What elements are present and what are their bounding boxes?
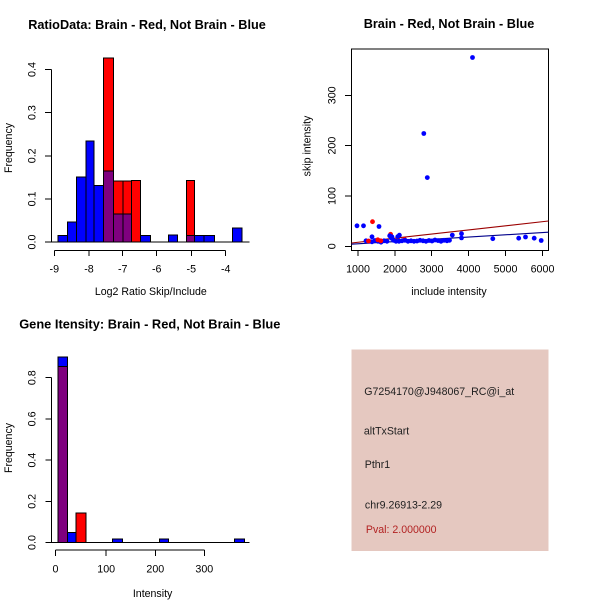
svg-text:200: 200 xyxy=(326,137,338,155)
svg-text:-8: -8 xyxy=(84,264,94,276)
svg-text:0.3: 0.3 xyxy=(27,105,39,120)
svg-text:Frequency: Frequency xyxy=(3,122,15,173)
svg-text:100: 100 xyxy=(97,563,115,575)
svg-text:0.0: 0.0 xyxy=(27,535,39,550)
svg-text:RatioData: Brain - Red, Not Br: RatioData: Brain - Red, Not Brain - Blue xyxy=(28,18,266,32)
svg-text:Pval: 2.000000: Pval: 2.000000 xyxy=(366,524,437,536)
svg-text:1000: 1000 xyxy=(346,264,370,276)
svg-text:0.2: 0.2 xyxy=(27,148,39,163)
svg-text:-5: -5 xyxy=(187,264,197,276)
svg-text:altTxStart: altTxStart xyxy=(364,426,409,438)
svg-text:0.2: 0.2 xyxy=(27,494,39,509)
svg-text:0.0: 0.0 xyxy=(27,235,39,250)
svg-text:200: 200 xyxy=(146,563,164,575)
svg-text:0: 0 xyxy=(326,243,338,249)
svg-text:4000: 4000 xyxy=(457,264,481,276)
svg-text:skip intensity: skip intensity xyxy=(301,115,313,176)
svg-text:Intensity: Intensity xyxy=(133,588,173,600)
svg-text:6000: 6000 xyxy=(531,264,555,276)
svg-text:Pthr1: Pthr1 xyxy=(365,459,390,471)
svg-text:0.1: 0.1 xyxy=(27,191,39,206)
svg-text:5000: 5000 xyxy=(494,264,518,276)
svg-text:3000: 3000 xyxy=(420,264,444,276)
svg-text:-9: -9 xyxy=(50,264,60,276)
svg-text:300: 300 xyxy=(326,86,338,104)
svg-text:0: 0 xyxy=(53,563,59,575)
svg-text:0.8: 0.8 xyxy=(27,370,39,385)
svg-text:100: 100 xyxy=(326,187,338,205)
svg-text:0.4: 0.4 xyxy=(27,62,39,77)
svg-text:-4: -4 xyxy=(221,264,231,276)
svg-text:include intensity: include intensity xyxy=(411,286,487,298)
svg-text:2000: 2000 xyxy=(383,264,407,276)
svg-text:chr9.26913-2.29: chr9.26913-2.29 xyxy=(365,500,442,512)
svg-text:0.6: 0.6 xyxy=(27,411,39,426)
svg-text:Brain - Red, Not Brain - Blue: Brain - Red, Not Brain - Blue xyxy=(364,17,535,31)
svg-text:-7: -7 xyxy=(118,264,128,276)
svg-text:Gene Itensity: Brain - Red, No: Gene Itensity: Brain - Red, Not Brain - … xyxy=(19,317,280,332)
svg-text:Frequency: Frequency xyxy=(3,422,15,473)
svg-text:G7254170@J948067_RC@i_at: G7254170@J948067_RC@i_at xyxy=(364,386,514,398)
svg-text:0.4: 0.4 xyxy=(27,453,39,468)
svg-text:300: 300 xyxy=(195,563,213,575)
svg-text:Log2 Ratio Skip/Include: Log2 Ratio Skip/Include xyxy=(95,286,207,298)
svg-text:-6: -6 xyxy=(152,264,162,276)
